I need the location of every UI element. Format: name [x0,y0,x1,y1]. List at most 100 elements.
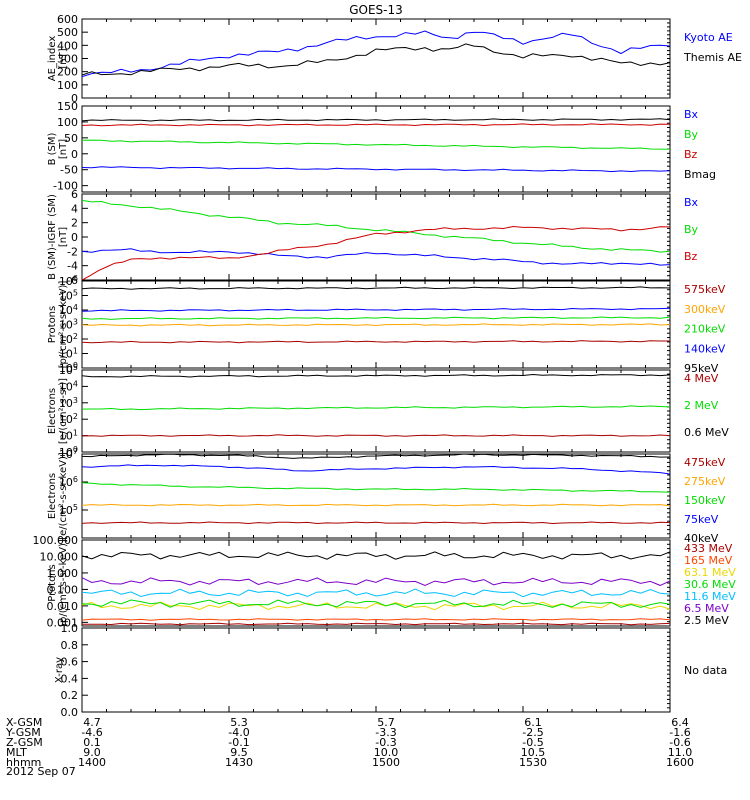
ephemeris-value: 9.5 [230,746,248,759]
y-axis-label: B (SM)[nT] [47,132,69,165]
y-tick-label: 0.4 [61,672,79,685]
ephemeris-value: -4.0 [228,726,249,739]
series-line-95kev [82,286,670,290]
legend-label: 300keV [684,303,726,316]
ephemeris-value: 1430 [225,756,253,769]
legend-label: Bz [684,148,698,161]
y-tick-label: 0.6 [61,656,79,669]
y-tick-label: -6 [67,274,78,287]
series-line-themis-ae [82,43,670,76]
legend-label: 433 MeV [684,542,733,555]
ephemeris-value: -0.3 [375,736,396,749]
no-data-note: No data [684,664,727,677]
y-tick-label: 106 [59,274,78,289]
legend-label: Kyoto AE [684,31,733,44]
y-tick-label: 150 [57,100,78,113]
y-tick-label: 0.2 [61,689,79,702]
series-line-433-mev [82,622,670,626]
ephemeris-value: 0.1 [83,736,101,749]
y-tick-label: 100 [59,361,78,376]
legend-label: 140keV [684,342,726,355]
ephemeris-value: 1400 [78,756,106,769]
series-line-kyoto-ae [82,30,670,78]
series-line-300kev [82,323,670,327]
y-tick-label: 103 [59,317,78,332]
series-line-4-mev [82,434,670,437]
y-tick-label: 106 [59,475,78,490]
legend-label: 75keV [684,513,719,526]
y-tick-label: 200 [57,66,78,79]
y-tick-label: 101 [59,346,78,361]
y-tick-label: 105 [59,363,78,378]
legend-label: 0.6 MeV [684,426,729,439]
panel-protons-mev: 0.001 0.010 0.100 1.000 10.000 100.000Protons… [33,534,737,629]
y-tick-label: 300 [57,53,78,66]
legend-label: 210keV [684,323,726,336]
panel-bsm-igrf: -6-4 -202 46B (SM)-IGRF (SM)[nT] Bx By Bz [47,188,699,287]
y-tick-label: 500 [57,26,78,39]
legend-label: 475keV [684,456,726,469]
series-line-150kev [82,482,670,493]
ephemeris-value: 5.3 [230,716,248,729]
legend-label: 2.5 MeV [684,614,729,627]
series-line-2-mev [82,405,670,411]
ephemeris-value: 10.5 [521,746,546,759]
y-tick-label: 100.000 [33,534,79,547]
legend-label: By [684,128,699,141]
series-line-63-1-mev [82,601,670,611]
y-tick-label: 6 [71,188,78,201]
legend-label: 165 MeV [684,554,733,567]
ephemeris-value: 9.0 [83,746,101,759]
y-tick-label: 0.001 [47,616,79,629]
y-tick-label: 600 [57,13,78,26]
series-line-140kev [82,307,670,312]
y-tick-label: 104 [59,303,78,318]
y-axis-label: X-ray [54,657,65,683]
date-label: 2012 Sep 07 [6,765,76,778]
series-line-by [82,199,670,253]
ephemeris-value: -4.6 [81,726,102,739]
ephemeris-value: 11.0 [668,746,693,759]
y-tick-label: -50 [60,164,78,177]
series-line-bz [82,225,670,280]
ephemeris-value: 4.7 [83,716,101,729]
ephemeris-value: -0.1 [228,736,249,749]
y-tick-label: 10.000 [40,550,79,563]
ephemeris-value: -3.3 [375,726,396,739]
legend-label: 575keV [684,283,726,296]
legend-label: Bmag [684,168,716,181]
ephemeris-value: 5.7 [377,716,395,729]
ephemeris-row-label: MLT [6,746,27,759]
legend-label: By [684,223,699,236]
legend-label: Bx [684,196,699,209]
y-tick-label: 1.0 [61,622,79,635]
panel-frame [81,627,671,713]
ephemeris-value: 1530 [519,756,547,769]
ephemeris-value: -2.5 [522,726,543,739]
y-tick-label: 107 [59,447,78,462]
series-line-75kev [82,464,670,475]
y-tick-label: 0 [71,92,78,105]
series-line-40kev [82,454,670,459]
ephemeris-table: X-GSM 4.7 5.3 5.7 6.1 6.4 Y-GSM -4.6 -4.0 -3.3 -2.… [5,716,694,769]
y-tick-label: 102 [59,412,78,427]
panel-frame [81,539,671,627]
panel-frame [81,18,671,99]
y-tick-label: 102 [59,332,78,347]
ephemeris-value: -0.5 [522,736,543,749]
y-tick-label: -4 [67,260,78,273]
series-line-by [82,139,670,150]
series-line-2-5-mev [82,551,670,560]
y-tick-label: -2 [67,245,78,258]
series-line-275kev [82,503,670,507]
panel-protons-low: 100101102103104105106Protons[p/(cm²-s-sr… [47,274,726,376]
y-axis-label: Electrons[e/(cm²-s-sr)] [47,378,69,444]
series-line-bx [82,166,670,173]
series-line-bmag [82,118,670,122]
y-tick-label: 0.100 [47,583,79,596]
